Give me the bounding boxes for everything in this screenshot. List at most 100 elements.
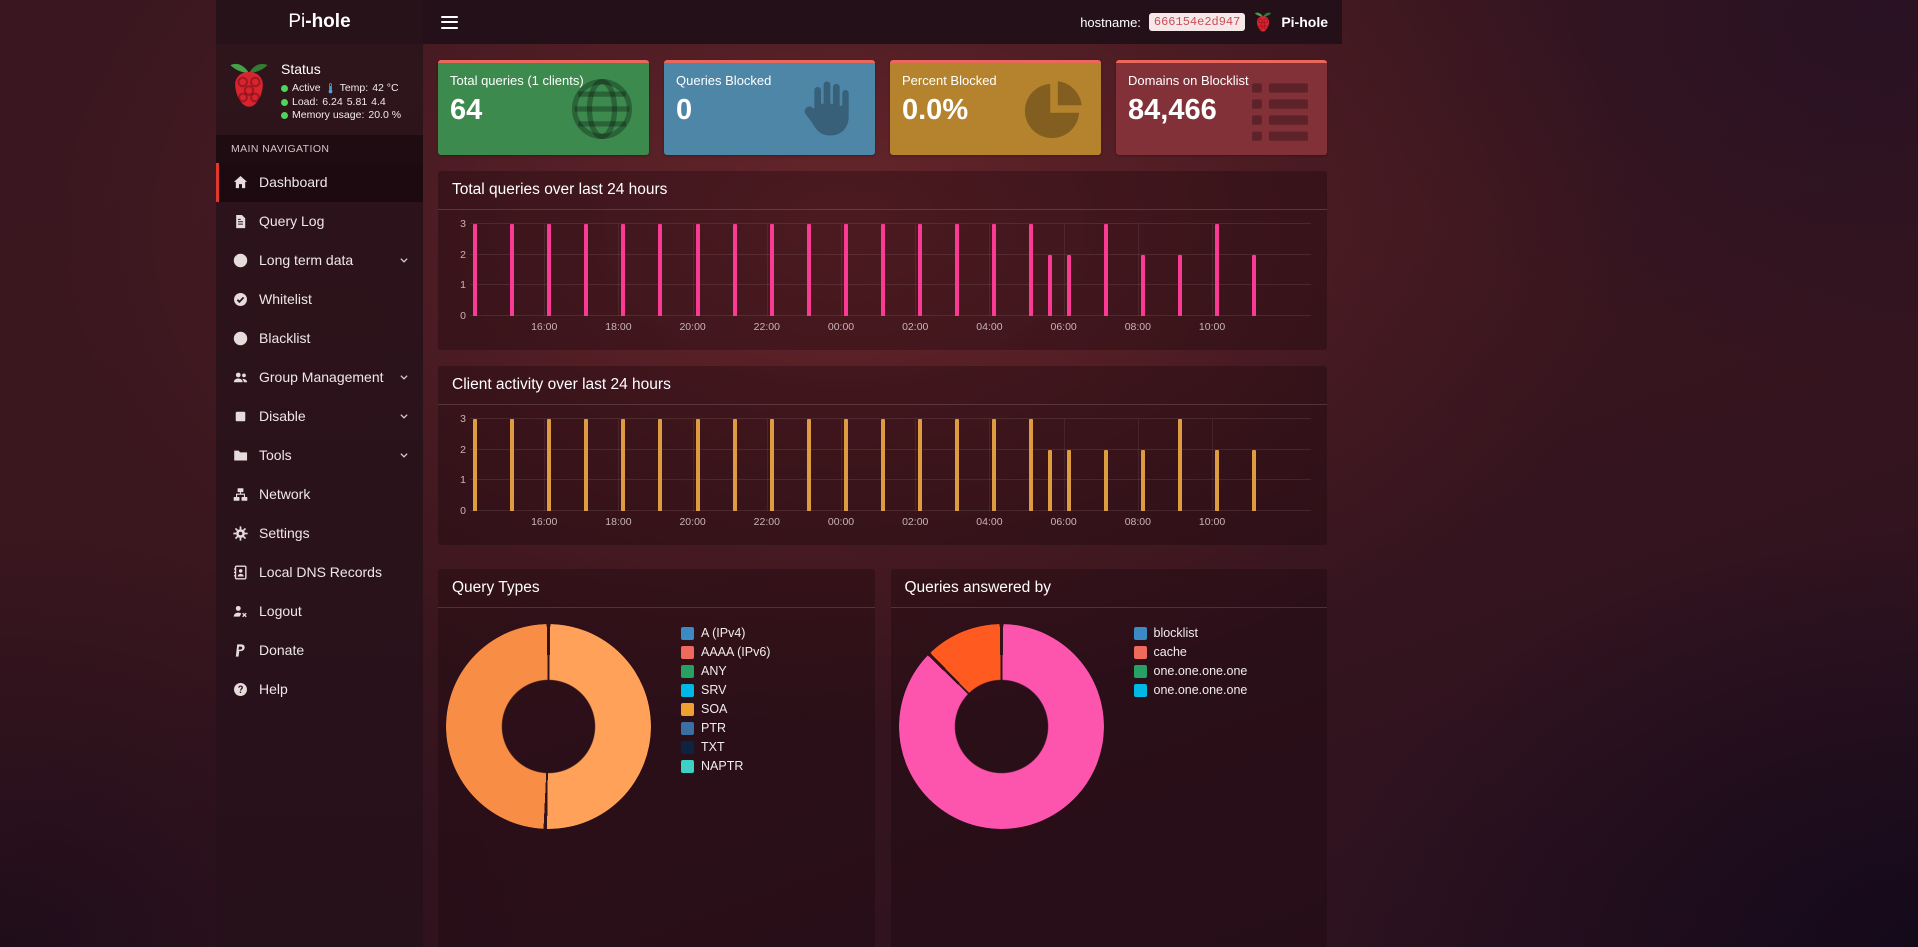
- legend-label: ANY: [701, 664, 727, 678]
- sidebar-item-disable[interactable]: Disable: [216, 397, 423, 436]
- legend-swatch: [1133, 626, 1147, 640]
- gridline: [470, 284, 1311, 286]
- logout-icon: [232, 603, 249, 619]
- query-bar: [918, 419, 923, 511]
- stat-card: Domains on Blocklist 84,466: [1116, 60, 1327, 155]
- query-bar: [547, 224, 552, 316]
- query-bar: [472, 419, 477, 511]
- sidebar-menu: Dashboard Query Log Long term data Whitelis…: [216, 162, 423, 709]
- question-icon: [232, 681, 249, 697]
- query-bar: [1252, 254, 1257, 316]
- sidebar-brand[interactable]: Pi -hole: [216, 0, 423, 44]
- legend-item: AAAA (IPv6): [681, 645, 770, 659]
- legend-swatch: [681, 683, 694, 697]
- topbar: Pi -hole hostname: 666154e2d947 Pi-hole: [216, 0, 1342, 44]
- legend-item: SOA: [681, 702, 770, 716]
- query-bar: [1048, 449, 1053, 511]
- sidebar-item-settings[interactable]: Settings: [216, 514, 423, 553]
- query-bar: [510, 419, 515, 511]
- pihole-app: Pi -hole hostname: 666154e2d947 Pi-hole S…: [216, 0, 1342, 947]
- sidebar-item-blacklist[interactable]: Blacklist: [216, 319, 423, 358]
- gridline: [470, 223, 1311, 224]
- query-types-chart: A (IPv4) AAAA (IPv6) ANY SRV SOA PTR TXT NAPTR: [438, 608, 875, 829]
- check-circle-icon: [232, 291, 249, 307]
- legend-item: SRV: [681, 683, 770, 697]
- y-axis-label: 0: [460, 505, 466, 517]
- query-bar: [1103, 224, 1108, 316]
- users-icon: [232, 369, 249, 385]
- gridline: [915, 419, 917, 511]
- stat-card-title: Domains on Blocklist: [1128, 73, 1249, 88]
- main-navigation-label: MAIN NAVIGATION: [216, 134, 423, 163]
- sidebar-item-label: Tools: [259, 447, 292, 463]
- gridline: [766, 419, 768, 511]
- hand-icon: [793, 74, 863, 144]
- top-navbar: hostname: 666154e2d947 Pi-hole: [423, 0, 1342, 44]
- chevron-down-icon: [398, 410, 410, 422]
- legend-item: one.one.one.one: [1133, 683, 1248, 697]
- sidebar-item-label: Help: [259, 681, 288, 697]
- query-bar: [732, 419, 737, 511]
- query-bar: [510, 224, 515, 316]
- load-value-3: 4.4: [371, 95, 386, 108]
- sidebar-item-help[interactable]: Help: [216, 670, 423, 709]
- sidebar-toggle-button[interactable]: [437, 12, 462, 33]
- legend-label: PTR: [701, 721, 726, 735]
- gridline: [1212, 419, 1214, 511]
- query-bar: [769, 419, 774, 511]
- gridline: [470, 253, 1311, 255]
- legend-swatch: [681, 740, 694, 754]
- gridline: [618, 419, 620, 511]
- sidebar-item-label: Group Management: [259, 369, 384, 385]
- status-memory-dot: [281, 112, 288, 120]
- query-bar: [881, 419, 886, 511]
- sidebar-item-label: Logout: [259, 603, 302, 619]
- legend-swatch: [681, 702, 694, 716]
- gridline: [692, 224, 694, 316]
- x-axis-label: 10:00: [1198, 321, 1226, 333]
- sidebar-item-local-dns-records[interactable]: Local DNS Records: [216, 553, 423, 592]
- x-axis-label: 22:00: [753, 516, 780, 528]
- sidebar-item-label: Dashboard: [259, 174, 328, 190]
- stat-card-title: Percent Blocked: [902, 73, 997, 88]
- x-axis-label: 18:00: [605, 516, 632, 528]
- y-axis-label: 2: [460, 443, 466, 456]
- client-activity-chart: 0 1 2 3 16:00 18:00 20:00 22:00 00:00 02:00 04:00 0…: [438, 405, 1327, 545]
- x-axis-label: 20:00: [679, 321, 706, 333]
- query-bar: [1140, 254, 1145, 316]
- sidebar-item-whitelist[interactable]: Whitelist: [216, 280, 423, 319]
- network-icon: [232, 486, 249, 502]
- sidebar-item-group-management[interactable]: Group Management: [216, 358, 423, 397]
- gridline: [1063, 419, 1065, 511]
- panel-header: Total queries over last 24 hours: [438, 171, 1327, 210]
- gridline: [470, 448, 1311, 450]
- sidebar-item-query-log[interactable]: Query Log: [216, 202, 423, 241]
- status-load-dot: [281, 98, 288, 106]
- status-title: Status: [281, 61, 321, 77]
- sidebar-item-long-term-data[interactable]: Long term data: [216, 241, 423, 280]
- y-axis-label: 2: [460, 248, 466, 261]
- x-axis-label: 00:00: [827, 516, 855, 528]
- x-axis-label: 02:00: [902, 516, 929, 528]
- sidebar-item-dashboard[interactable]: Dashboard: [216, 162, 423, 202]
- bar-chart-plot: 0 1 2 3 16:00 18:00 20:00 22:00 00:00 02:00 04:00 0…: [460, 413, 1311, 528]
- chart-legend: A (IPv4) AAAA (IPv6) ANY SRV SOA PTR TXT NAPTR: [681, 624, 770, 829]
- query-bar: [621, 419, 626, 511]
- legend-swatch: [681, 664, 694, 678]
- legend-item: TXT: [681, 740, 770, 754]
- sidebar-item-network[interactable]: Network: [216, 475, 423, 514]
- query-bar: [881, 224, 886, 316]
- sidebar-item-tools[interactable]: Tools: [216, 436, 423, 475]
- paypal-icon: [232, 642, 249, 658]
- sidebar: Status Active Temp: 42 °C Load: 6.24 5.8…: [216, 44, 423, 947]
- gridline: [1137, 419, 1139, 511]
- memory-value: 20.0 %: [368, 109, 402, 121]
- sidebar-item-donate[interactable]: Donate: [216, 631, 423, 670]
- stat-card-value: 84,466: [1128, 94, 1217, 126]
- sidebar-item-logout[interactable]: Logout: [216, 592, 423, 631]
- legend-label: one.one.one.one: [1153, 683, 1248, 697]
- panel-client-activity: Client activity over last 24 hours 0 1 2 3 1…: [438, 366, 1327, 545]
- panel-header: Client activity over last 24 hours: [438, 366, 1327, 405]
- query-bar: [1215, 224, 1219, 316]
- sidebar-item-label: Network: [259, 486, 311, 502]
